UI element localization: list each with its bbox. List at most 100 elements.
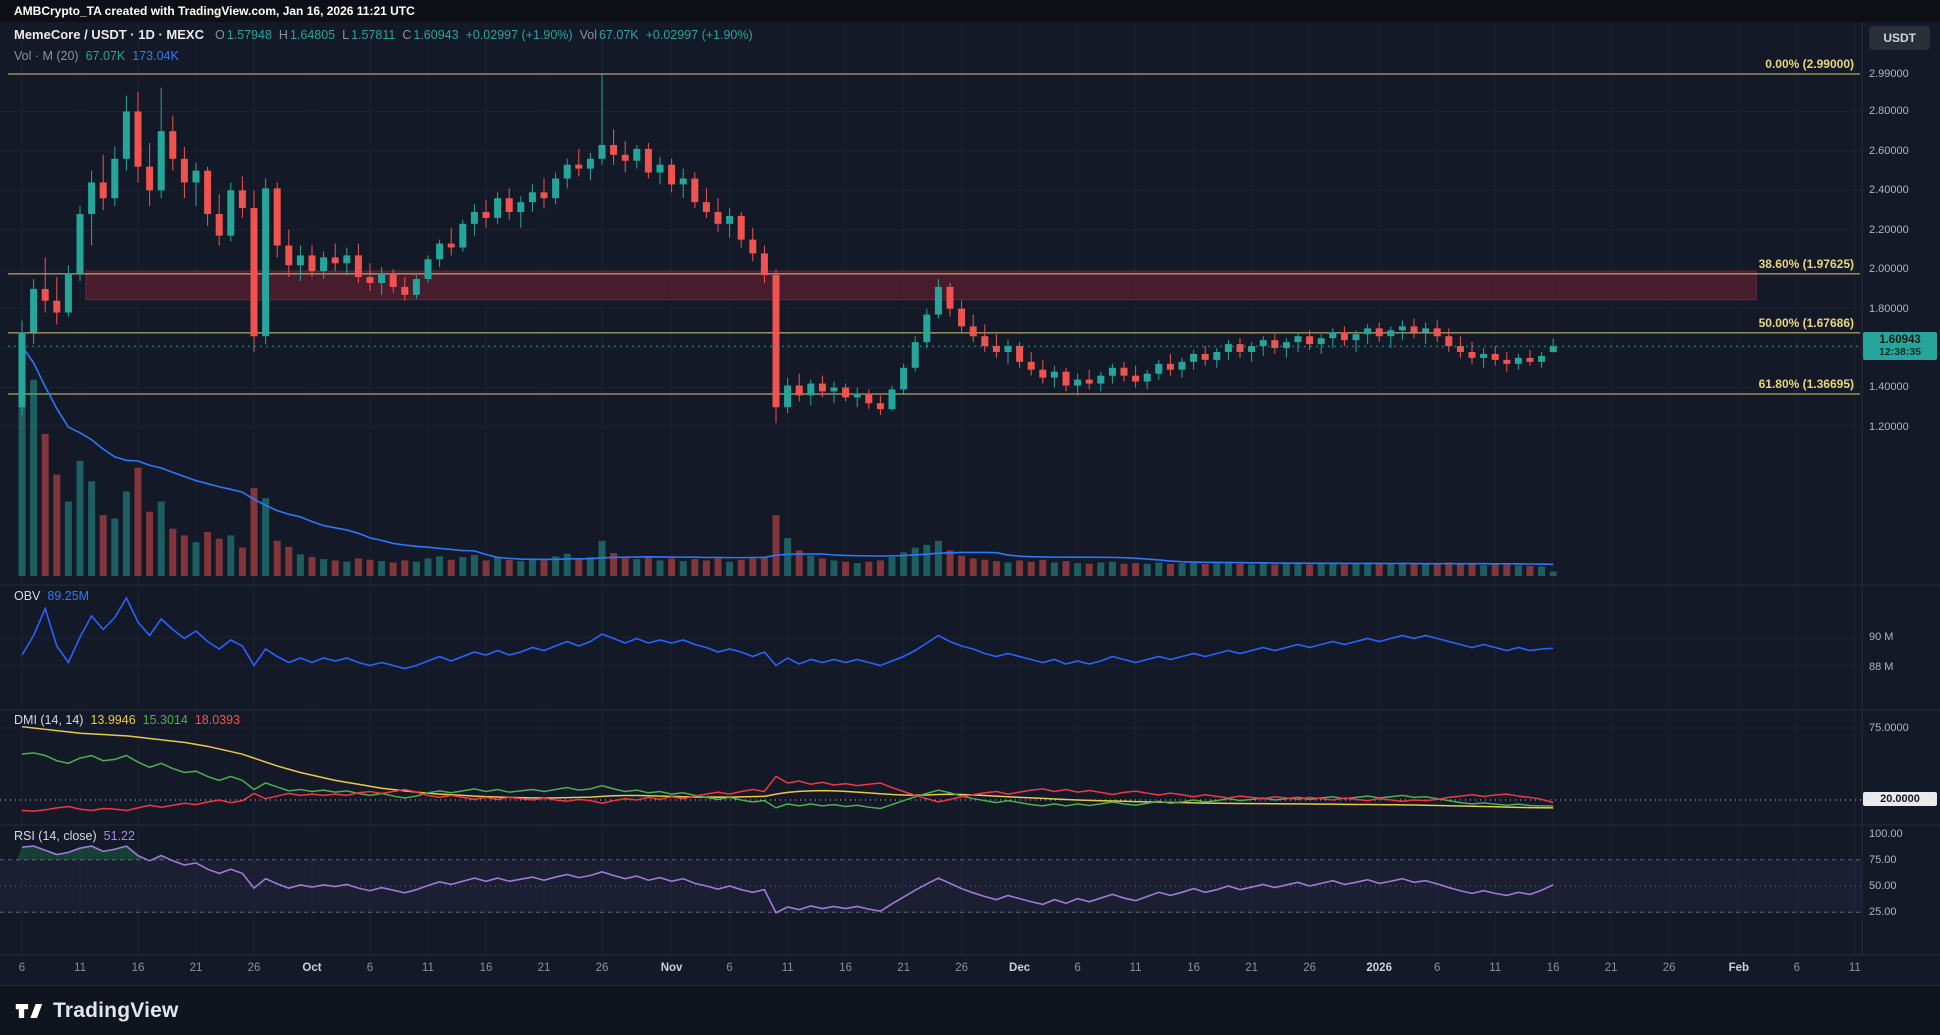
- time-axis-label: 11: [781, 962, 794, 974]
- bar-countdown: 12:38:35: [1878, 346, 1922, 358]
- rsi-value: 51.22: [103, 829, 135, 843]
- attribution-bar: AMBCrypto_TA created with TradingView.co…: [0, 0, 1940, 22]
- time-axis-label: 6: [726, 962, 733, 974]
- time-axis-label: Nov: [660, 962, 683, 974]
- volume-indicator-value: 67.07K: [85, 49, 126, 63]
- price-scale-label: 2.00000: [1869, 263, 1909, 276]
- time-axis-label: 6: [1793, 962, 1800, 974]
- rsi-scale-label: 75.00: [1869, 853, 1897, 866]
- time-axis-label: 16: [1546, 962, 1560, 974]
- time-axis-label: Oct: [302, 962, 322, 974]
- currency-toggle-button[interactable]: USDT: [1869, 26, 1930, 50]
- volume-indicator-title: Vol · M (20): [14, 49, 79, 63]
- dmi-plus-di-value: 15.3014: [142, 713, 188, 727]
- price-scale[interactable]: 2.99000 2.80000 2.60000 2.40000 2.20000 2.000…: [1862, 22, 1940, 955]
- price-scale-label: 2.99000: [1869, 68, 1909, 80]
- price-scale-label: 2.20000: [1869, 223, 1909, 236]
- volume-label: Vol: [579, 27, 597, 42]
- fib-level-label: 50.00% (1.67686): [1758, 315, 1854, 330]
- dmi-title: DMI (14, 14): [14, 713, 84, 727]
- obv-value: 89.25M: [47, 589, 90, 603]
- high-value: 1.64805: [289, 27, 336, 42]
- low-value: 1.57811: [351, 27, 396, 42]
- last-price-value: 1.60943: [1879, 334, 1921, 346]
- time-axis-label: 16: [1187, 962, 1200, 974]
- time-axis-label: 11: [1489, 962, 1502, 974]
- bottom-toolbar: TradingView: [0, 985, 1940, 1035]
- price-scale-label: 1.80000: [1869, 302, 1909, 315]
- time-axis-label: 26: [1662, 962, 1676, 974]
- dmi-minus-di-value: 18.0393: [194, 713, 241, 727]
- close-value: 1.60943: [413, 27, 459, 42]
- time-axis-label: 26: [955, 962, 968, 974]
- fib-retracement-layer: [8, 73, 1860, 395]
- time-axis-label: 6: [1433, 962, 1441, 974]
- time-axis-label: 26: [247, 962, 261, 974]
- close-label: C: [402, 27, 412, 42]
- dmi-layer: [0, 725, 1862, 812]
- last-price-badge: 1.60943 12:38:35: [1863, 332, 1937, 360]
- fib-level-label: 61.80% (1.36695): [1758, 377, 1854, 391]
- time-axis-label: Feb: [1728, 962, 1750, 974]
- dmi-level-badge: 20.0000: [1863, 792, 1937, 806]
- time-axis-label: 6: [1074, 962, 1081, 974]
- fib-level-label: 38.60% (1.97625): [1758, 256, 1854, 271]
- attribution-text: AMBCrypto_TA created with TradingView.co…: [14, 4, 415, 18]
- volume-change-value: +0.02997 (+1.90%): [645, 27, 753, 42]
- time-axis-label: 6: [366, 962, 374, 974]
- volume-value: 67.07K: [598, 27, 639, 42]
- volume-indicator-legend[interactable]: Vol · M (20) 67.07K 173.04K: [14, 49, 179, 63]
- obv-layer: [21, 596, 1554, 670]
- time-axis-label: 6: [18, 962, 26, 974]
- rsi-title: RSI (14, close): [14, 829, 97, 843]
- volume-ma-value: 173.04K: [132, 49, 179, 63]
- rsi-scale-label: 50.00: [1869, 880, 1897, 892]
- obv-scale-label: 90 M: [1869, 631, 1894, 643]
- tradingview-logo[interactable]: [14, 998, 44, 1024]
- time-axis-label: 11: [74, 962, 86, 974]
- high-label: H: [278, 27, 288, 42]
- grid-layer: [0, 24, 1862, 955]
- rsi-scale-label: 100.00: [1869, 827, 1903, 840]
- rsi-scale-label: 25.00: [1869, 906, 1897, 919]
- time-axis-label: 26: [1303, 962, 1316, 974]
- pane-separators: [0, 22, 1940, 956]
- price-scale-label: 1.40000: [1869, 381, 1909, 394]
- time-axis-label: 26: [595, 962, 609, 974]
- time-axis-label: 21: [1604, 962, 1618, 974]
- price-scale-label: 2.40000: [1869, 184, 1909, 197]
- price-scale-label: 2.80000: [1869, 105, 1909, 118]
- supply-zone: [85, 270, 1757, 301]
- symbol-legend[interactable]: MemeCore / USDT · 1D · MEXC O 1.57948 H 1.…: [14, 27, 753, 42]
- time-axis-label: 16: [479, 962, 493, 974]
- obv-scale-label: 88 M: [1869, 661, 1894, 673]
- time-scale[interactable]: 6 11 16 21 26 Oct 6 11 16 21 26 Nov 6 11 16 21 26 Dec 6 11 1…: [0, 955, 1862, 985]
- volume-layer: [18, 345, 1557, 576]
- candles-layer: [8, 74, 1860, 423]
- time-axis-label: Dec: [1009, 962, 1031, 974]
- price-scale-label: 1.20000: [1869, 420, 1909, 433]
- symbol-title: MemeCore / USDT · 1D · MEXC: [14, 27, 204, 42]
- time-axis-label: 16: [131, 962, 145, 974]
- time-axis-label: 11: [422, 962, 434, 974]
- time-axis-label: 21: [537, 962, 551, 974]
- tradingview-wordmark[interactable]: TradingView: [53, 998, 179, 1022]
- dmi-scale-label: 75.0000: [1869, 722, 1909, 734]
- rsi-legend[interactable]: RSI (14, close) 51.22: [14, 829, 135, 843]
- price-scale-label: 2.60000: [1869, 144, 1909, 157]
- time-axis-label: 11: [1129, 962, 1142, 974]
- rsi-layer: [0, 845, 1862, 914]
- time-axis-label: 21: [1245, 962, 1258, 974]
- time-axis-label: 16: [839, 962, 852, 974]
- time-axis-label: 21: [189, 962, 203, 974]
- time-axis-label: 2026: [1366, 962, 1392, 974]
- dmi-legend[interactable]: DMI (14, 14) 13.9946 15.3014 18.0393: [14, 713, 240, 727]
- change-value: +0.02997 (+1.90%): [465, 27, 573, 42]
- obv-legend[interactable]: OBV 89.25M: [14, 589, 89, 603]
- open-value: 1.57948: [226, 27, 272, 42]
- time-axis-label: 21: [897, 962, 910, 974]
- dmi-adx-value: 13.9946: [90, 713, 136, 727]
- open-label: O: [214, 27, 225, 42]
